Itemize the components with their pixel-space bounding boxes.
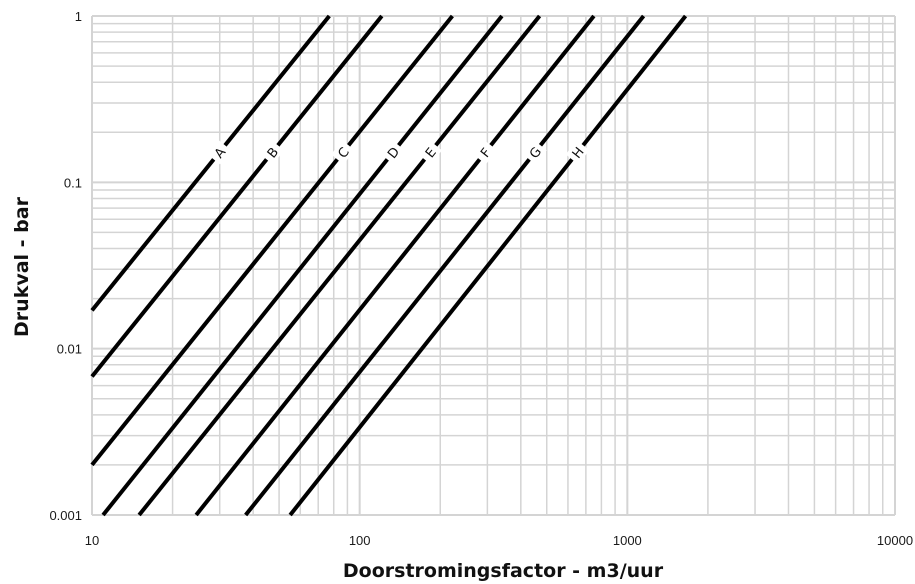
y-tick-label: 0.01 xyxy=(57,342,82,357)
series-label-bg xyxy=(381,140,405,165)
x-tick-labels: 10 100 1000 10000 xyxy=(85,533,913,548)
series-lines xyxy=(90,14,688,517)
series-label-d: D xyxy=(381,140,405,165)
series-line-f xyxy=(194,14,596,517)
grid-major xyxy=(91,15,896,516)
x-tick-label: 1000 xyxy=(613,533,642,548)
series-label-bg xyxy=(418,140,443,165)
series-line-e xyxy=(137,14,542,517)
series-label-g: G xyxy=(522,140,547,165)
series-label-e: E xyxy=(418,140,443,165)
series-label-bg xyxy=(522,140,547,165)
series-line-g xyxy=(244,14,646,517)
series-label-b: B xyxy=(260,140,285,165)
series-label-f: F xyxy=(473,140,498,165)
x-tick-label: 100 xyxy=(349,533,371,548)
x-axis-title: Doorstromingsfactor - m3/uur xyxy=(343,560,664,582)
series-label-bg xyxy=(565,140,590,165)
series-label-bg xyxy=(207,140,232,165)
y-tick-labels: 0.001 0.01 0.1 1 xyxy=(49,9,82,523)
y-tick-label: 0.001 xyxy=(49,508,82,523)
y-axis-title: Drukval - bar xyxy=(11,196,33,337)
series-line-a xyxy=(90,14,331,312)
series-line-h xyxy=(288,14,688,517)
series-label-bg xyxy=(260,140,285,165)
x-tick-label: 10000 xyxy=(877,533,913,548)
grid-minor xyxy=(92,16,895,515)
y-tick-label: 1 xyxy=(75,9,82,24)
series-label-bg xyxy=(331,140,355,165)
series-label-bg xyxy=(473,140,498,165)
y-tick-label: 0.1 xyxy=(64,175,82,190)
x-tick-label: 10 xyxy=(85,533,99,548)
series-line-b xyxy=(90,14,384,378)
series-label-h: H xyxy=(565,140,590,165)
series-label-c: C xyxy=(331,140,355,165)
series-line-d xyxy=(101,14,504,517)
series-line-c xyxy=(90,14,454,467)
series-label-a: A xyxy=(207,140,232,165)
